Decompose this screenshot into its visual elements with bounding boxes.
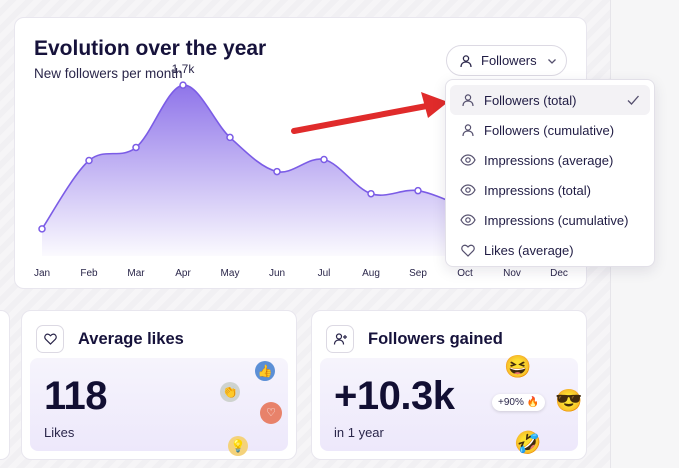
- chart-point[interactable]: [320, 155, 328, 164]
- x-tick-label: Feb: [80, 268, 98, 279]
- grinning-face-icon: 😆: [504, 354, 532, 379]
- dropdown-label: Followers: [481, 53, 537, 68]
- thumbs-up-icon: 👍: [255, 361, 275, 381]
- x-tick-label: Sep: [409, 268, 427, 279]
- average-likes-card: Average likes 118 Likes 👍 👏 ♡ 💡: [21, 310, 297, 460]
- menu-item-label: Impressions (cumulative): [484, 212, 629, 228]
- menu-item-impressions-cumulative[interactable]: Impressions (cumulative): [450, 205, 650, 235]
- chart-point[interactable]: [273, 167, 281, 176]
- followers-area-chart: Jan Feb Mar Apr May Jun Jul Aug Sep Oct Nov Dec 1.7…: [34, 62, 568, 279]
- partial-card-left: [0, 310, 10, 460]
- lightbulb-icon: 💡: [228, 436, 248, 456]
- chevron-down-icon: [547, 56, 557, 66]
- chart-series-line: [41, 84, 466, 230]
- x-tick-label: Mar: [127, 268, 145, 279]
- average-likes-panel: 118 Likes 👍 👏 ♡ 💡: [30, 358, 288, 456]
- x-tick-label: May: [221, 268, 240, 279]
- menu-item-label: Likes (average): [484, 242, 574, 258]
- menu-item-label: Followers (total): [484, 92, 577, 108]
- x-tick-label: Jun: [269, 268, 285, 279]
- user-icon: [460, 122, 476, 138]
- clap-icon: 👏: [220, 382, 240, 402]
- x-tick-label: Dec: [550, 268, 568, 279]
- x-tick-label: Jul: [318, 268, 331, 279]
- check-icon: [626, 93, 640, 107]
- metric-dropdown-button[interactable]: Followers: [446, 45, 567, 76]
- chart-point[interactable]: [132, 143, 140, 152]
- heart-icon: ♡: [260, 402, 282, 424]
- menu-item-likes-average[interactable]: Likes (average): [450, 235, 650, 265]
- red-arrow-annotation: [291, 92, 448, 134]
- x-tick-label: Nov: [503, 268, 521, 279]
- x-tick-label: Apr: [175, 268, 191, 279]
- menu-item-label: Impressions (total): [484, 182, 591, 198]
- followers-gained-title: Followers gained: [368, 329, 503, 348]
- menu-item-impressions-total[interactable]: Impressions (total): [450, 175, 650, 205]
- metric-dropdown-menu: Followers (total) Followers (cumulative)…: [445, 79, 655, 267]
- eye-icon: [460, 212, 476, 228]
- x-tick-label: Jan: [34, 268, 50, 279]
- chart-point[interactable]: [179, 81, 187, 89]
- user-icon: [459, 54, 473, 68]
- followers-gained-value: +10.3k: [334, 374, 455, 418]
- x-tick-label: Aug: [362, 268, 380, 279]
- chart-point[interactable]: [38, 225, 46, 233]
- followers-gained-panel: +10.3k in 1 year 😆 +90% 🔥 😎 🤣: [320, 356, 583, 454]
- growth-badge: +90% 🔥: [492, 394, 546, 411]
- add-user-icon: [326, 325, 354, 353]
- heart-icon: [460, 242, 476, 258]
- user-icon: [460, 92, 476, 108]
- chart-point[interactable]: [85, 156, 93, 165]
- menu-item-label: Followers (cumulative): [484, 122, 615, 138]
- x-tick-label: Oct: [457, 268, 473, 279]
- chart-title: Evolution over the year: [34, 37, 267, 60]
- chart-point[interactable]: [414, 186, 422, 195]
- followers-gained-caption: in 1 year: [334, 425, 384, 440]
- average-likes-title: Average likes: [78, 329, 184, 348]
- heart-icon: [36, 325, 64, 353]
- menu-item-followers-cumulative[interactable]: Followers (cumulative): [450, 115, 650, 145]
- menu-item-impressions-average[interactable]: Impressions (average): [450, 145, 650, 175]
- menu-item-followers-total[interactable]: Followers (total): [450, 85, 650, 115]
- chart-point[interactable]: [367, 189, 375, 198]
- eye-icon: [460, 182, 476, 198]
- chart-subtitle: New followers per month: [34, 66, 183, 81]
- eye-icon: [460, 152, 476, 168]
- sunglasses-face-icon: 😎: [555, 388, 583, 413]
- followers-gained-card: Followers gained +10.3k in 1 year 😆 +90%…: [311, 310, 587, 460]
- chart-area-fill: [42, 85, 465, 257]
- chart-point[interactable]: [226, 133, 234, 142]
- laughing-face-icon: 🤣: [514, 430, 542, 455]
- average-likes-value: 118: [44, 374, 108, 418]
- menu-item-label: Impressions (average): [484, 152, 614, 168]
- average-likes-caption: Likes: [44, 425, 75, 440]
- peak-data-label: 1.7k: [172, 62, 196, 76]
